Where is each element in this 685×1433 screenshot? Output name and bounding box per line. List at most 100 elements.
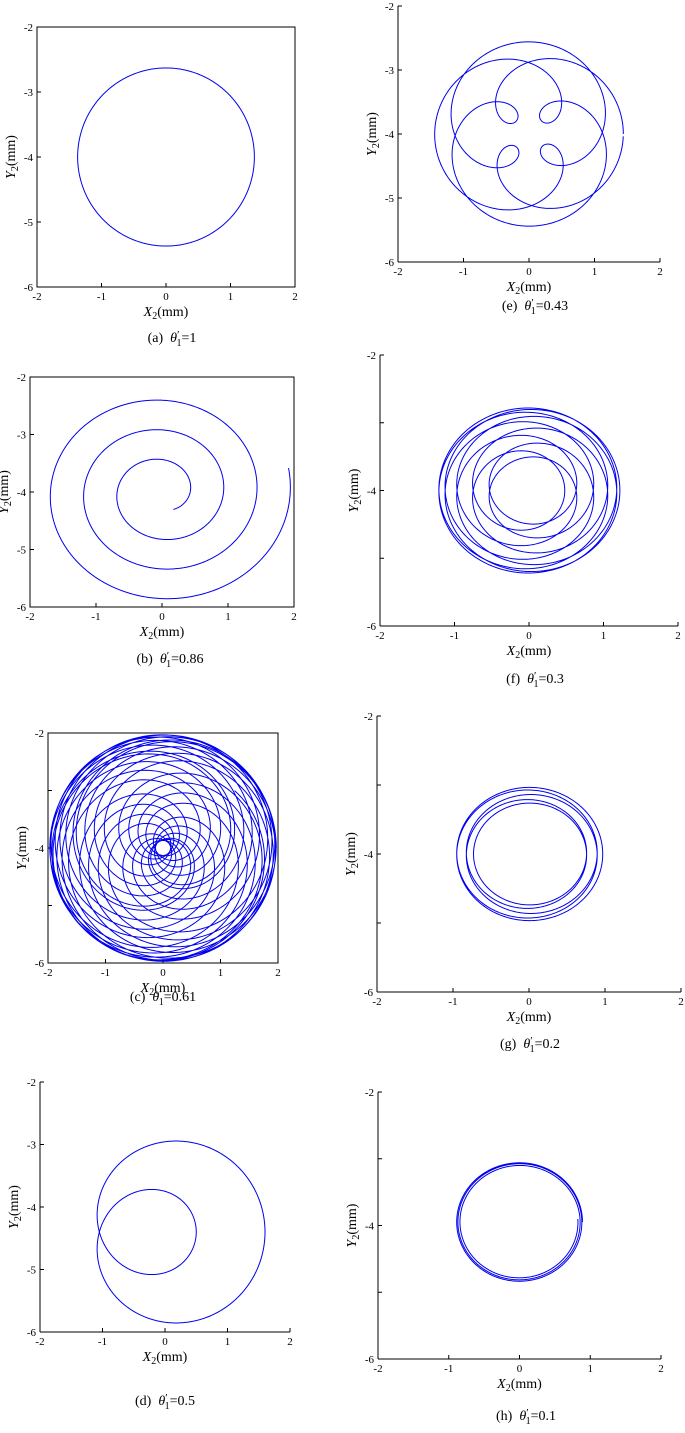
- x-axis-label-sub: 2: [152, 311, 157, 322]
- y-tick-label: -6: [367, 621, 377, 633]
- caption-symbol: θ: [160, 652, 167, 667]
- x-tick-label: -2: [43, 967, 52, 979]
- y-tick-label: -2: [365, 1087, 374, 1099]
- x-tick-label: -1: [450, 630, 459, 642]
- y-tick-label: -4: [27, 1202, 37, 1214]
- caption-sub: 1: [531, 306, 536, 317]
- x-axis-label-sub: 2: [148, 631, 153, 642]
- panel-caption: (c) θ′ 1=0.61: [130, 988, 196, 1008]
- caption-prime: ′: [165, 1392, 167, 1404]
- y-axis-label: Y2(mm): [0, 470, 14, 514]
- caption-prime: ′: [534, 670, 536, 682]
- caption-sub: 1: [166, 659, 171, 670]
- trajectory-line: [49, 734, 277, 962]
- caption-letter: (a): [148, 331, 171, 346]
- y-tick-label: -4: [364, 849, 374, 861]
- plot-frame: [36, 26, 296, 288]
- y-tick-label: -5: [27, 1265, 37, 1277]
- x-tick-label: -1: [101, 967, 110, 979]
- y-axis-label-var: Y: [347, 502, 362, 512]
- y-tick-label: -4: [367, 486, 377, 498]
- x-axis-label-var: X: [142, 1350, 152, 1365]
- x-axis-label: X2(mm): [496, 1377, 542, 1394]
- y-axis-label: Y2(mm): [365, 112, 382, 156]
- x-tick-label: 2: [275, 967, 281, 979]
- x-tick-label: 0: [526, 996, 532, 1008]
- caption-sub: 1: [165, 1401, 170, 1412]
- y-tick-label: -6: [385, 257, 395, 269]
- x-tick-label: 0: [162, 1336, 168, 1348]
- trajectory-line: [77, 67, 255, 247]
- x-tick-label: -2: [373, 1363, 382, 1375]
- plot-frame: [47, 732, 279, 964]
- y-axis-label-var: Y: [365, 146, 380, 156]
- caption-symbol: θ: [158, 1394, 165, 1409]
- caption-letter: (g): [500, 1037, 523, 1052]
- trajectory-line: [438, 407, 621, 574]
- y-tick-label: -3: [17, 430, 27, 442]
- x-axis-label-var: X: [143, 305, 153, 320]
- panel-caption: (d) θ′ 1=0.5: [135, 1392, 195, 1412]
- x-tick-label: 0: [159, 611, 165, 623]
- y-axis-label-var: Y: [15, 860, 30, 870]
- x-axis-label-unit: (mm): [153, 625, 184, 640]
- y-axis-label: Y2(mm): [15, 826, 32, 870]
- caption-letter: (d): [135, 1394, 158, 1409]
- x-tick-label: 1: [588, 1363, 594, 1375]
- y-axis-label: Y2(mm): [7, 1185, 24, 1229]
- y-axis-label-unit: (mm): [7, 1185, 22, 1216]
- x-tick-label: -1: [444, 1363, 453, 1375]
- y-tick-label: -5: [24, 217, 34, 229]
- x-axis-label: X2(mm): [140, 981, 186, 998]
- panel-a: -2 -1 0 1 2-6-5-4-3-2X2(mm)Y2(mm)(a) θ′ 1=1: [4, 22, 298, 349]
- x-tick-label: 1: [592, 266, 598, 278]
- y-axis-label-unit: (mm): [15, 826, 30, 857]
- x-tick-label: -1: [459, 266, 468, 278]
- y-axis-label: Y2(mm): [344, 832, 361, 876]
- caption-sub: 1: [159, 997, 164, 1008]
- x-axis-label: X2(mm): [506, 280, 552, 297]
- y-tick-label: -4: [385, 129, 395, 141]
- panel-f: -2 -1 0 1 2-6-4-2X2(mm)Y2(mm)(f) θ′ 1=0.3: [347, 350, 681, 690]
- caption-letter: (f): [506, 672, 527, 687]
- caption-letter: (e): [502, 299, 525, 314]
- caption-value: =1: [181, 331, 196, 346]
- caption-prime: ′: [531, 297, 533, 309]
- x-tick-label: 2: [675, 630, 681, 642]
- plot-frame: [29, 376, 295, 608]
- x-tick-label: 2: [657, 266, 663, 278]
- y-tick-label: -4: [365, 1221, 375, 1233]
- x-axis-label-unit: (mm): [156, 1350, 187, 1365]
- x-tick-label: -2: [393, 266, 402, 278]
- x-tick-label: 1: [218, 967, 224, 979]
- x-tick-label: -1: [97, 291, 106, 303]
- x-tick-label: -2: [375, 630, 384, 642]
- x-axis-label-unit: (mm): [520, 1010, 551, 1025]
- x-tick-label: 1: [601, 630, 607, 642]
- x-tick-label: -1: [91, 611, 100, 623]
- x-axis-label-unit: (mm): [511, 1377, 542, 1392]
- caption-symbol: θ: [152, 990, 159, 1005]
- y-tick-label: -3: [385, 65, 395, 77]
- x-axis-label-sub: 2: [506, 1383, 511, 1394]
- x-tick-label: 2: [658, 1363, 664, 1375]
- x-axis-label: X2(mm): [506, 644, 552, 661]
- y-axis-label-unit: (mm): [347, 468, 362, 499]
- panel-g: -2 -1 0 1 2-6-4-2X2(mm)Y2(mm)(g) θ′ 1=0.2: [344, 711, 684, 1055]
- y-tick-label: -2: [385, 1, 394, 13]
- y-tick-label: -6: [365, 1354, 375, 1366]
- x-axis-label: X2(mm): [506, 1010, 552, 1027]
- caption-value: =0.1: [531, 1409, 556, 1424]
- caption-letter: (h): [496, 1409, 519, 1424]
- panel-d: -2 -1 0 1 2-6-5-4-3-2X2(mm)Y2(mm)(d) θ′ 1=0.5: [7, 1077, 293, 1412]
- x-tick-label: 1: [225, 611, 231, 623]
- y-tick-label: -6: [35, 958, 45, 970]
- caption-value: =0.3: [538, 672, 563, 687]
- y-axis-label-unit: (mm): [345, 1203, 360, 1234]
- y-axis-label-sub: 2: [3, 501, 14, 506]
- y-axis-label-var: Y: [0, 504, 12, 514]
- caption-prime: ′: [167, 650, 169, 662]
- x-axis-label-sub: 2: [149, 987, 154, 998]
- x-axis-label-var: X: [506, 1010, 516, 1025]
- x-tick-label: 1: [228, 291, 234, 303]
